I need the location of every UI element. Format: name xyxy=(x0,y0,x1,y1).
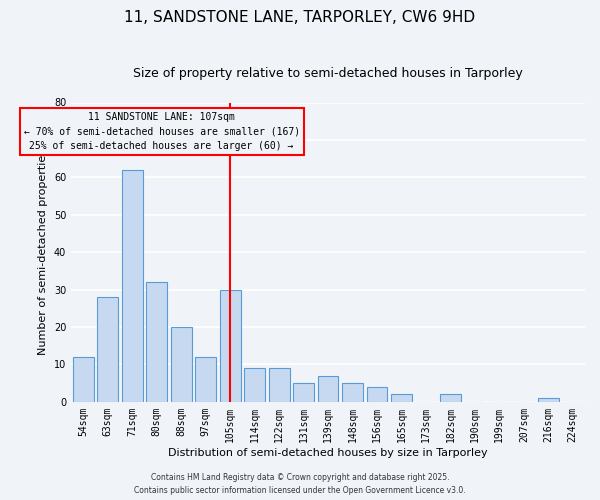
X-axis label: Distribution of semi-detached houses by size in Tarporley: Distribution of semi-detached houses by … xyxy=(168,448,488,458)
Bar xyxy=(293,383,314,402)
Bar xyxy=(391,394,412,402)
Title: Size of property relative to semi-detached houses in Tarporley: Size of property relative to semi-detach… xyxy=(133,68,523,80)
Bar xyxy=(440,394,461,402)
Bar xyxy=(97,297,118,402)
Y-axis label: Number of semi-detached properties: Number of semi-detached properties xyxy=(38,149,49,355)
Bar xyxy=(146,282,167,402)
Bar xyxy=(73,357,94,402)
Bar xyxy=(171,327,191,402)
Bar xyxy=(342,383,363,402)
Bar xyxy=(538,398,559,402)
Bar xyxy=(317,376,338,402)
Bar xyxy=(367,387,388,402)
Text: 11, SANDSTONE LANE, TARPORLEY, CW6 9HD: 11, SANDSTONE LANE, TARPORLEY, CW6 9HD xyxy=(124,10,476,25)
Bar xyxy=(220,290,241,402)
Bar xyxy=(122,170,143,402)
Bar xyxy=(244,368,265,402)
Text: 11 SANDSTONE LANE: 107sqm
← 70% of semi-detached houses are smaller (167)
25% of: 11 SANDSTONE LANE: 107sqm ← 70% of semi-… xyxy=(23,112,300,152)
Bar xyxy=(269,368,290,402)
Bar xyxy=(196,357,216,402)
Text: Contains HM Land Registry data © Crown copyright and database right 2025.
Contai: Contains HM Land Registry data © Crown c… xyxy=(134,474,466,495)
